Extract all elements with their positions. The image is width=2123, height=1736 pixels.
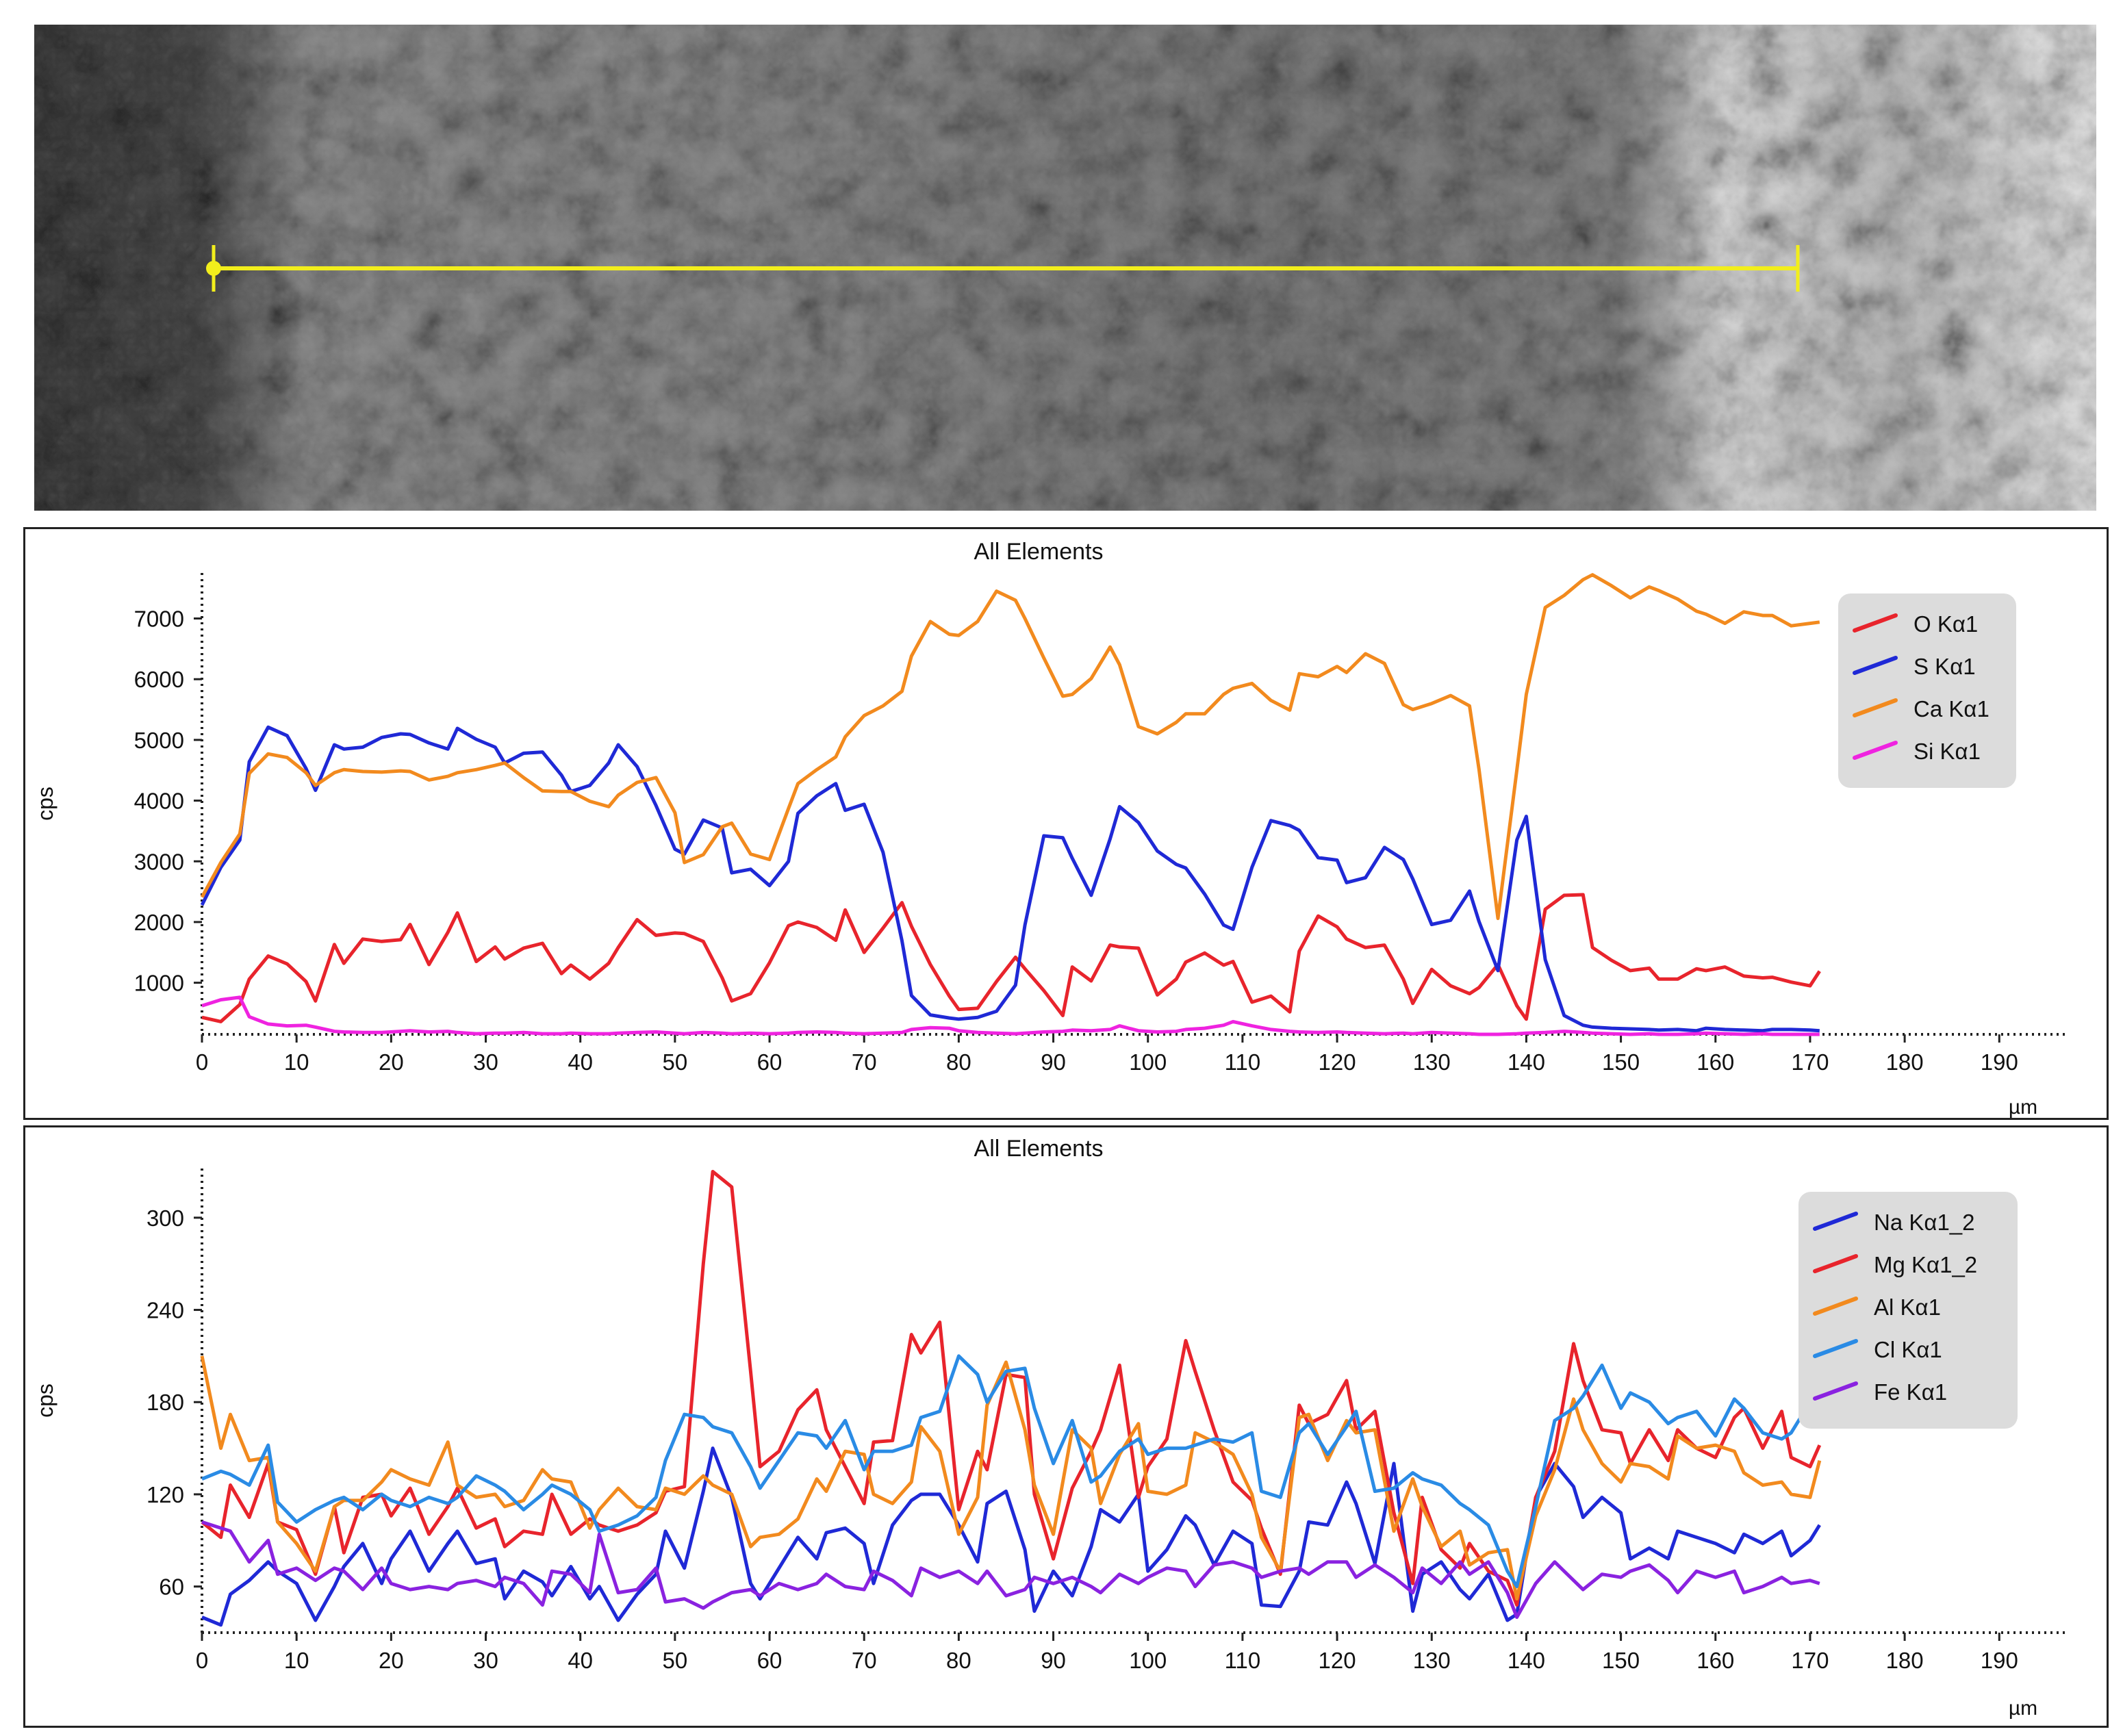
chart0-x-tick-label: 20 xyxy=(379,1049,404,1075)
chart0-x-tick-label: 110 xyxy=(1225,1049,1261,1075)
chart1-y-tick-label: 60 xyxy=(159,1574,184,1600)
chart1-legend-label-cl-k-1: Cl Kα1 xyxy=(1874,1337,1942,1362)
chart0-x-tick-label: 70 xyxy=(852,1049,877,1075)
chart1-legend-swatch-cl-k-1 xyxy=(1813,1339,1858,1358)
chart1-legend-label-mg-k-1-2: Mg Kα1_2 xyxy=(1874,1252,1977,1277)
chart0-ylabel: cps xyxy=(33,787,58,821)
chart0-legend-swatch-ca-k-1 xyxy=(1853,698,1898,717)
chart1-x-tick-label: 0 xyxy=(196,1648,208,1673)
sem-image xyxy=(34,25,2096,511)
chart1-ylabel: cps xyxy=(33,1383,58,1418)
chart0-legend-label-ca-k-1: Ca Kα1 xyxy=(1914,696,1989,722)
chart0-x-tick-label: 190 xyxy=(1981,1049,2018,1075)
chart1-x-tick-label: 70 xyxy=(852,1648,877,1673)
chart1-legend-swatch-fe-k-1 xyxy=(1813,1381,1858,1401)
chart0-legend-label-s-k-1: S Kα1 xyxy=(1914,654,1976,679)
chart1-x-tick-label: 60 xyxy=(757,1648,783,1673)
chart1-title: All Elements xyxy=(974,1136,1104,1162)
chart0-legend-swatch-s-k-1 xyxy=(1853,656,1898,675)
chart0-x-tick-label: 30 xyxy=(473,1049,498,1075)
chart0-y-tick-label: 2000 xyxy=(134,910,184,935)
chart0-legend-label-o-k-1: O Kα1 xyxy=(1914,611,1978,637)
chart-panel-major-elements: All Elements cps µm 0 10 20 30 40 50 60 70 80 90 100 1… xyxy=(23,527,2109,1120)
chart1-x-tick-label: 170 xyxy=(1791,1648,1829,1673)
chart1-x-tick-label: 80 xyxy=(946,1648,971,1673)
chart0-series-ca-k-1 xyxy=(200,573,1820,921)
chart1-x-tick-label: 120 xyxy=(1319,1648,1356,1673)
chart1-series-fe-k-1 xyxy=(201,1520,1820,1619)
chart1-y-tick-label: 180 xyxy=(147,1390,184,1415)
chart0-x-tick-label: 90 xyxy=(1041,1049,1066,1075)
chart1-xlabel: µm xyxy=(2009,1697,2037,1720)
chart0-x-tick-label: 140 xyxy=(1508,1049,1545,1075)
chart0-y-tick-label: 5000 xyxy=(134,728,184,753)
chart0-y-tick-label: 6000 xyxy=(134,667,184,692)
chart0-series-si-k-1 xyxy=(201,995,1820,1036)
chart1-x-tick-label: 140 xyxy=(1508,1648,1545,1673)
line-chart-minor-elements: All Elements cps µm 0 10 20 30 40 50 60 70 80 90 100 1… xyxy=(33,1136,2065,1720)
chart1-legend xyxy=(1798,1192,2018,1429)
chart0-legend-swatch-si-k-1 xyxy=(1853,741,1898,760)
chart0-x-tick-label: 10 xyxy=(284,1049,309,1075)
chart0-x-tick-label: 0 xyxy=(196,1049,208,1075)
chart1-x-tick-label: 130 xyxy=(1413,1648,1451,1673)
chart0-y-tick-label: 3000 xyxy=(134,849,184,874)
chart1-x-tick-label: 10 xyxy=(284,1648,309,1673)
chart0-x-tick-label: 60 xyxy=(757,1049,783,1075)
chart1-x-tick-label: 100 xyxy=(1129,1648,1167,1673)
chart1-x-tick-label: 110 xyxy=(1225,1648,1261,1673)
chart1-series-al-k-1 xyxy=(200,1355,1822,1601)
chart1-y-tick-label: 240 xyxy=(147,1298,184,1323)
chart1-x-tick-label: 20 xyxy=(379,1648,404,1673)
chart1-legend-swatch-mg-k-1-2 xyxy=(1813,1254,1858,1273)
chart1-series-na-k-1-2 xyxy=(201,1446,1821,1627)
chart0-x-tick-label: 40 xyxy=(568,1049,593,1075)
chart1-x-tick-label: 40 xyxy=(568,1648,593,1673)
chart1-legend-swatch-al-k-1 xyxy=(1813,1297,1858,1316)
chart0-title: All Elements xyxy=(974,539,1104,565)
chart0-x-tick-label: 180 xyxy=(1886,1049,1924,1075)
chart0-x-tick-label: 170 xyxy=(1791,1049,1829,1075)
chart1-x-tick-label: 30 xyxy=(473,1648,498,1673)
chart0-xlabel: µm xyxy=(2009,1096,2037,1118)
chart0-series-s-k-1 xyxy=(200,725,1820,1033)
chart0-y-tick-label: 1000 xyxy=(134,971,184,996)
chart0-x-tick-label: 150 xyxy=(1602,1049,1640,1075)
chart0-x-tick-label: 120 xyxy=(1319,1049,1356,1075)
chart0-series-o-k-1 xyxy=(201,893,1821,1023)
chart0-x-tick-label: 130 xyxy=(1413,1049,1451,1075)
chart0-legend-label-si-k-1: Si Kα1 xyxy=(1914,739,1981,764)
chart1-legend-label-fe-k-1: Fe Kα1 xyxy=(1874,1379,1947,1405)
chart0-x-tick-label: 160 xyxy=(1696,1049,1734,1075)
chart1-legend-label-na-k-1-2: Na Kα1_2 xyxy=(1874,1210,1975,1235)
chart1-x-tick-label: 90 xyxy=(1041,1648,1066,1673)
chart-panel-minor-elements: All Elements cps µm 0 10 20 30 40 50 60 70 80 90 100 1… xyxy=(23,1125,2109,1728)
chart0-y-tick-label: 7000 xyxy=(134,607,184,632)
chart0-x-tick-label: 80 xyxy=(946,1049,971,1075)
chart1-x-tick-label: 180 xyxy=(1886,1648,1924,1673)
chart0-y-tick-label: 4000 xyxy=(134,789,184,814)
chart1-y-tick-label: 120 xyxy=(147,1482,184,1507)
line-scan-start-marker[interactable] xyxy=(206,261,221,276)
sem-micrograph xyxy=(34,25,2096,511)
chart1-x-tick-label: 150 xyxy=(1602,1648,1640,1673)
chart0-x-tick-label: 50 xyxy=(663,1049,688,1075)
line-chart-major-elements: All Elements cps µm 0 10 20 30 40 50 60 70 80 90 100 1… xyxy=(33,539,2065,1118)
chart0-x-tick-label: 100 xyxy=(1129,1049,1167,1075)
chart1-x-tick-label: 160 xyxy=(1696,1648,1734,1673)
chart1-legend-swatch-na-k-1-2 xyxy=(1813,1212,1858,1231)
chart1-series-mg-k-1-2 xyxy=(201,1170,1822,1607)
chart0-legend xyxy=(1838,593,2016,788)
chart1-x-tick-label: 190 xyxy=(1981,1648,2018,1673)
chart1-legend-label-al-k-1: Al Kα1 xyxy=(1874,1294,1941,1320)
chart1-series-cl-k-1 xyxy=(201,1354,1821,1589)
chart1-y-tick-label: 300 xyxy=(147,1205,184,1231)
chart1-x-tick-label: 50 xyxy=(663,1648,688,1673)
chart0-legend-swatch-o-k-1 xyxy=(1853,613,1898,633)
